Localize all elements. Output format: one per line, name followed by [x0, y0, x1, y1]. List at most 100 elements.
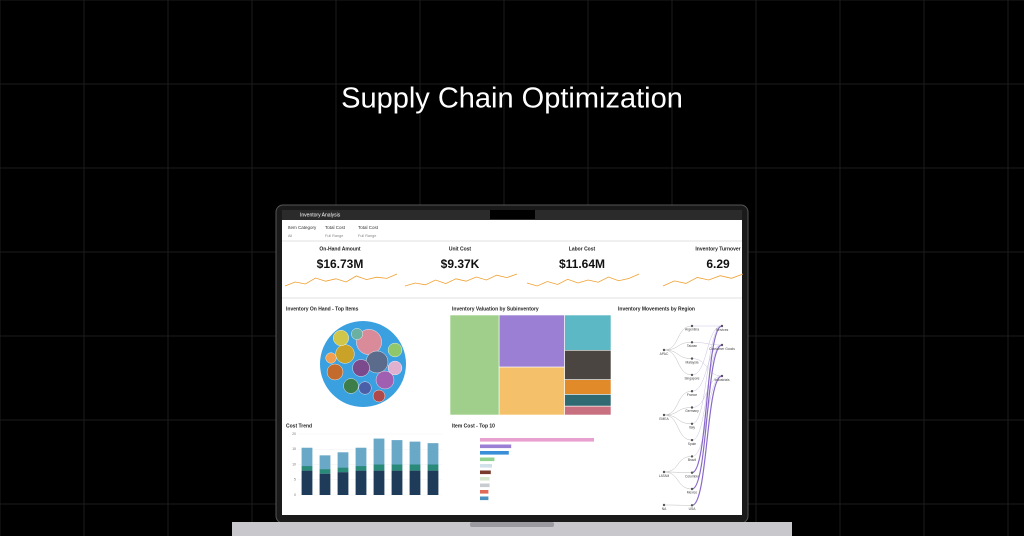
- treemap-cell: [498, 366, 565, 416]
- flow-link: [691, 344, 723, 441]
- sector-label: Services: [716, 328, 729, 332]
- source-label: NA: [662, 507, 667, 511]
- bar: [480, 483, 490, 488]
- bar-segment: [337, 452, 349, 468]
- laptop-notch: [470, 522, 554, 527]
- panel-title: Inventory Movements by Region: [618, 306, 695, 312]
- country-label: Germany: [685, 409, 699, 413]
- node: [690, 438, 694, 442]
- treemap-cell: [449, 314, 500, 416]
- treemap-cell: [564, 314, 612, 351]
- y-tick-label: 0: [294, 493, 296, 497]
- y-tick-label: 5: [294, 478, 296, 482]
- node: [690, 422, 694, 425]
- kpi-label: Inventory Turnover: [695, 246, 740, 252]
- bar-segment: [355, 447, 367, 467]
- node: [720, 324, 724, 328]
- panel-title: Inventory Valuation by Subinventory: [452, 306, 539, 312]
- country-label: Colombia: [685, 474, 699, 478]
- country-label: Malaysia: [685, 360, 698, 364]
- kpi-sparkline: [662, 273, 744, 287]
- bar-segment: [301, 466, 313, 471]
- country-label: Singapore: [684, 377, 699, 381]
- page-title: Supply Chain Optimization: [341, 83, 683, 115]
- bar: [480, 477, 490, 481]
- bar: [480, 457, 495, 462]
- filter-label: Total Cost: [358, 225, 379, 230]
- bar-segment: [427, 443, 439, 465]
- flow-link: [691, 342, 723, 346]
- panel-title: Inventory On Hand - Top Items: [286, 306, 359, 312]
- kpi-sparkline: [284, 273, 398, 287]
- node: [690, 324, 694, 328]
- flow-link: [663, 407, 693, 416]
- bar-segment: [427, 464, 439, 471]
- node: [662, 470, 666, 474]
- bubble: [387, 342, 403, 358]
- treemap-cell: [564, 405, 612, 416]
- country-label: Spain: [688, 442, 697, 446]
- bar-segment: [409, 470, 421, 495]
- bar: [480, 490, 489, 494]
- bar-segment: [319, 455, 331, 470]
- camera-notch: [490, 210, 535, 219]
- bubble: [343, 378, 359, 394]
- bar: [480, 444, 512, 449]
- bar-segment: [391, 440, 403, 465]
- filter-value: Full Range: [325, 234, 343, 238]
- node: [662, 348, 666, 352]
- bubble: [351, 328, 363, 340]
- bar-segment: [373, 464, 385, 471]
- flow-link: [691, 344, 723, 392]
- flow-link: [691, 344, 723, 490]
- flow-link: [663, 414, 693, 441]
- bar: [480, 470, 491, 475]
- kpi-value: 6.29: [706, 257, 730, 271]
- y-tick-label: 15: [292, 447, 296, 451]
- bar-segment: [373, 438, 385, 465]
- node: [690, 471, 694, 474]
- node: [720, 343, 724, 347]
- bubble: [375, 370, 395, 390]
- panel-title: Item Cost - Top 10: [452, 423, 495, 429]
- bar-segment: [391, 470, 403, 495]
- bar-segment: [301, 447, 313, 467]
- bar: [480, 464, 492, 468]
- treemap-cell: [564, 394, 612, 407]
- bubble: [372, 389, 386, 403]
- kpi-value: $9.37K: [441, 257, 480, 271]
- bar-segment: [337, 467, 349, 473]
- y-tick-label: 20: [292, 432, 296, 436]
- bar-segment: [301, 470, 313, 495]
- node: [662, 503, 666, 507]
- filter-label: Item Category: [288, 225, 317, 230]
- source-label: EMEA: [659, 417, 669, 421]
- bubble: [358, 381, 372, 395]
- bar-segment: [409, 464, 421, 471]
- bubble: [326, 363, 344, 381]
- flow-link: [663, 471, 693, 473]
- panel-title: Cost Trend: [286, 423, 312, 429]
- kpi-value: $16.73M: [317, 257, 364, 271]
- sector-label: Industrials: [714, 378, 729, 382]
- dashboard-title: Inventory Analysis: [300, 212, 341, 218]
- node: [690, 504, 694, 507]
- flow-link: [663, 342, 693, 351]
- filter-label: Total Cost: [325, 225, 346, 230]
- country-label: Taiwan: [687, 344, 697, 348]
- kpi-label: On-Hand Amount: [319, 246, 361, 252]
- laptop-base: [232, 522, 792, 536]
- node: [690, 341, 694, 344]
- flow-link: [663, 390, 693, 416]
- filter-value: All: [288, 234, 292, 238]
- bar-segment: [355, 466, 367, 471]
- treemap-cell: [564, 349, 612, 381]
- bubble: [335, 344, 355, 364]
- node: [662, 413, 666, 417]
- flow-link: [663, 471, 693, 490]
- node: [690, 487, 694, 491]
- node: [690, 406, 694, 409]
- node: [690, 357, 694, 360]
- bar-segment: [337, 472, 349, 495]
